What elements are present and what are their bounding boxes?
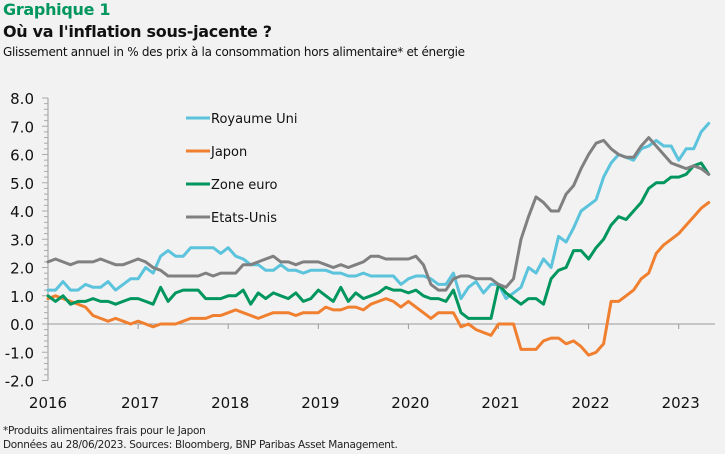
axes: 8.0 7.0 6.0 5.0 4.0 3.0 2.0 1.0 0.0 -1.0 -2.0 2016 2…: [5, 90, 715, 412]
x-tick-label: 2018: [211, 394, 249, 412]
y-tick-label: -1.0: [5, 344, 34, 362]
series-line-etats-unis: [46, 136, 711, 292]
y-tick-label: 5.0: [10, 175, 34, 193]
chart-title: Où va l'inflation sous-jacente ?: [3, 22, 272, 41]
x-tick-label: 2017: [121, 394, 159, 412]
graph-number: Graphique 1: [3, 0, 111, 19]
y-tick-label: 4.0: [10, 203, 34, 221]
legend-label: Royaume Uni: [211, 112, 297, 127]
x-tick-label: 2019: [301, 394, 339, 412]
y-tick-label: -2.0: [5, 373, 34, 391]
y-tick-label: 6.0: [10, 147, 34, 165]
x-tick-label: 2016: [29, 394, 67, 412]
y-tick-label: 7.0: [10, 118, 34, 136]
x-tick-label: 2021: [481, 394, 519, 412]
y-tick-label: 0.0: [10, 316, 34, 334]
footnote: *Produits alimentaires frais pour le Jap…: [3, 425, 206, 437]
x-tick-label: 2022: [572, 394, 610, 412]
chart-subtitle: Glissement annuel in % des prix à la con…: [3, 45, 465, 59]
y-tick-label: 8.0: [10, 90, 34, 108]
y-tick-label: 2.0: [10, 260, 34, 278]
series-line-royaume-uni: [46, 121, 711, 301]
y-tick-label: 3.0: [10, 231, 34, 249]
series-lines: [46, 121, 711, 357]
legend-label: Zone euro: [211, 178, 278, 193]
series-line-japon: [46, 201, 711, 357]
series-line-zone-euro: [46, 161, 711, 320]
legend-label: Etats-Unis: [211, 211, 277, 226]
x-tick-label: 2020: [391, 394, 429, 412]
source-note: Données au 28/06/2023. Sources: Bloomber…: [3, 439, 398, 451]
legend: Royaume Uni Japon Zone euro Etats-Unis: [186, 112, 297, 226]
x-tick-label: 2023: [662, 394, 700, 412]
y-tick-label: 1.0: [10, 288, 34, 306]
legend-label: Japon: [210, 145, 247, 160]
